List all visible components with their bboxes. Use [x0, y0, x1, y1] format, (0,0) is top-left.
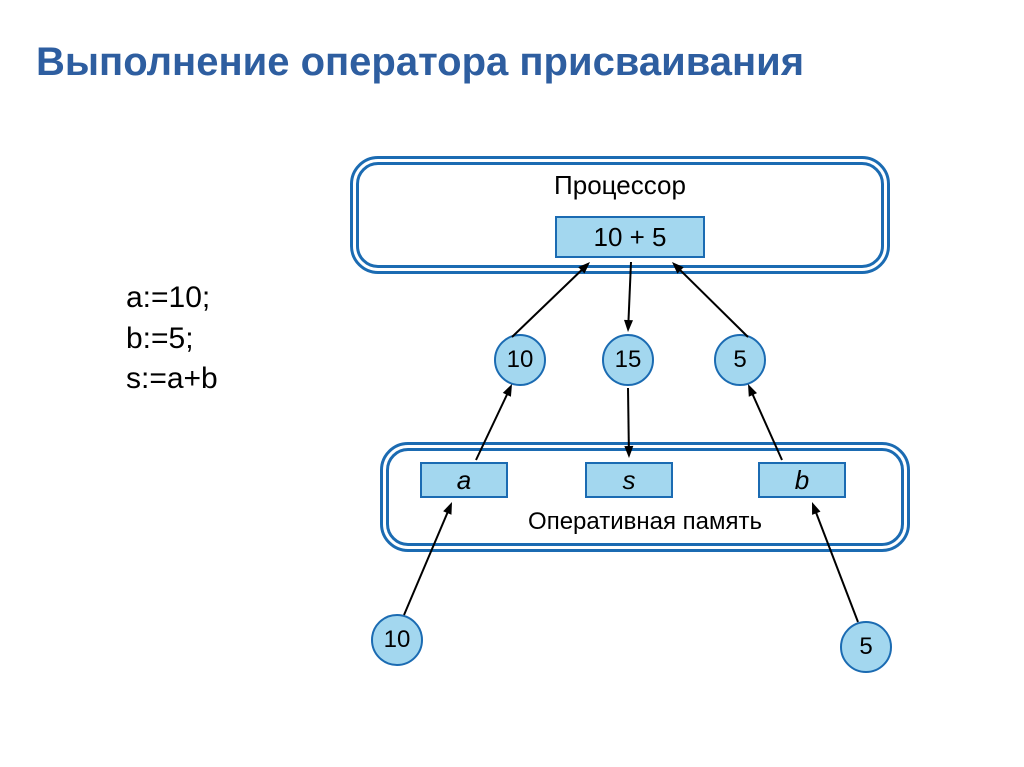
memory-cell-b: b	[758, 462, 846, 498]
value-circle: 15	[602, 334, 654, 386]
slide-title: Выполнение оператора присваивания	[36, 40, 996, 85]
code-line: a:=10;	[126, 278, 218, 319]
code-line: s:=a+b	[126, 359, 218, 400]
value-circle: 5	[714, 334, 766, 386]
memory-cell-s: s	[585, 462, 673, 498]
processor-label: Процессор	[350, 170, 890, 201]
value-circle: 10	[494, 334, 546, 386]
processor-expression: 10 + 5	[555, 216, 705, 258]
memory-label: Оперативная память	[380, 508, 910, 536]
memory-cell-a: a	[420, 462, 508, 498]
value-circle: 10	[371, 614, 423, 666]
value-circle: 5	[840, 621, 892, 673]
code-line: b:=5;	[126, 319, 218, 360]
code-block: a:=10; b:=5; s:=a+b	[126, 278, 218, 400]
